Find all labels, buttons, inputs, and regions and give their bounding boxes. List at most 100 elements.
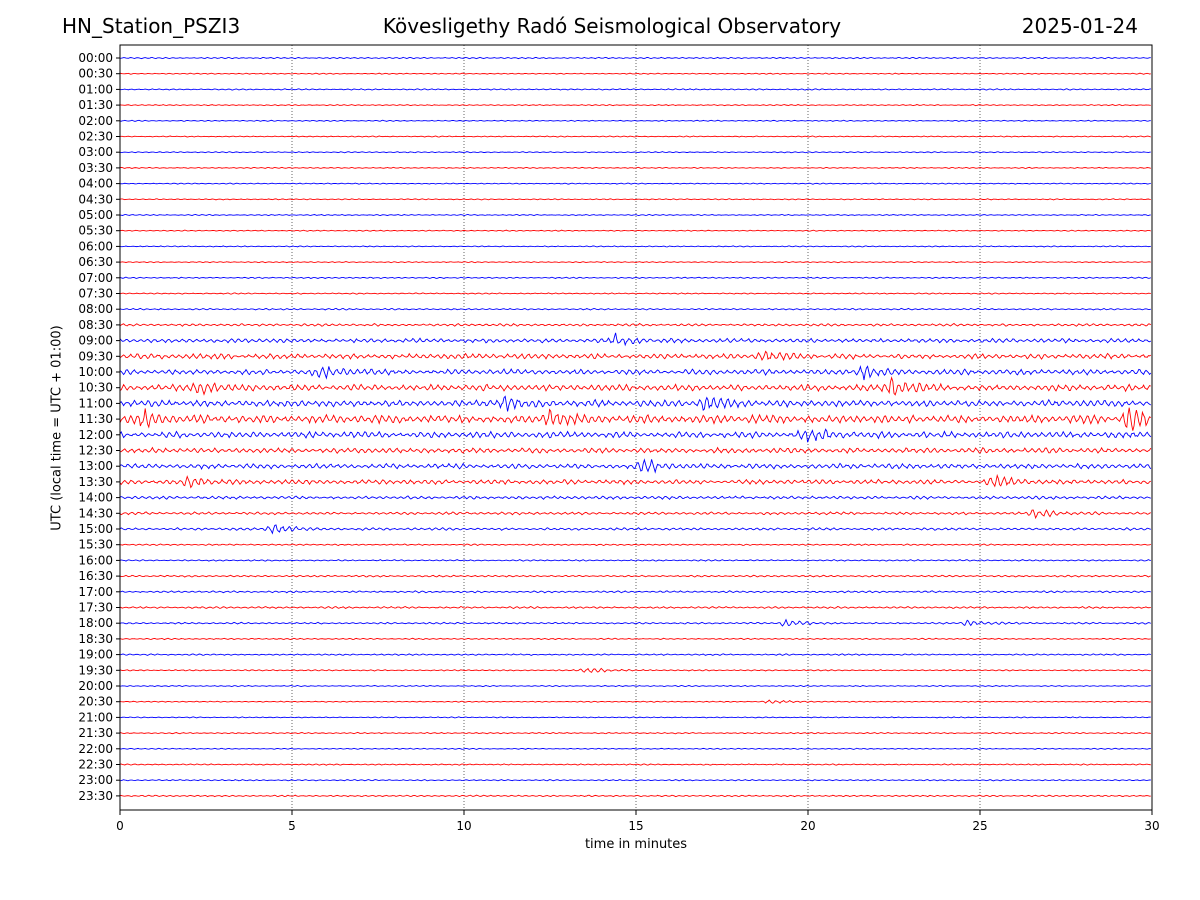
y-tick-label: 05:00 (78, 208, 113, 222)
y-tick-label: 03:30 (78, 161, 113, 175)
y-tick-label: 20:30 (78, 695, 113, 709)
y-tick-label: 06:00 (78, 239, 113, 253)
y-tick-label: 11:00 (78, 396, 113, 410)
y-tick-label: 01:00 (78, 82, 113, 96)
y-tick-label: 19:30 (78, 663, 113, 677)
trace-0100 (119, 88, 1151, 91)
y-tick-label: 15:00 (78, 522, 113, 536)
trace-1300 (119, 458, 1152, 474)
trace-0600 (119, 245, 1151, 248)
x-tick-label: 25 (972, 819, 987, 833)
y-tick-label: 21:00 (78, 710, 113, 724)
y-tick-label: 21:30 (78, 726, 113, 740)
trace-1700 (119, 590, 1151, 594)
y-tick-label: 23:00 (78, 773, 113, 787)
trace-2000 (119, 684, 1151, 688)
y-tick-label: 20:00 (78, 679, 113, 693)
trace-0200 (119, 119, 1151, 122)
trace-1330 (119, 473, 1151, 489)
y-tick-label: 18:30 (78, 632, 113, 646)
trace-1900 (119, 653, 1151, 656)
trace-1630 (119, 574, 1151, 578)
trace-2330 (119, 794, 1151, 798)
y-tick-label: 18:00 (78, 616, 113, 630)
trace-1030 (119, 376, 1151, 396)
y-tick-label: 06:30 (78, 255, 113, 269)
y-tick-label: 04:30 (78, 192, 113, 206)
trace-0900 (119, 332, 1152, 347)
trace-2130 (119, 731, 1151, 735)
trace-1930 (119, 667, 1151, 673)
trace-0700 (119, 276, 1151, 279)
trace-1230 (119, 446, 1152, 455)
y-tick-label: 11:30 (78, 412, 113, 426)
trace-2100 (119, 716, 1151, 719)
y-tick-label: 00:30 (78, 67, 113, 81)
trace-0800 (119, 307, 1151, 311)
trace-1100 (119, 395, 1152, 412)
trace-0230 (119, 135, 1151, 138)
y-tick-label: 09:00 (78, 334, 113, 348)
trace-0130 (119, 104, 1151, 107)
x-tick-label: 10 (456, 819, 471, 833)
y-tick-label: 13:00 (78, 459, 113, 473)
y-tick-label: 17:00 (78, 585, 113, 599)
trace-2030 (119, 699, 1151, 704)
trace-1400 (119, 495, 1151, 500)
trace-1830 (119, 637, 1151, 641)
x-tick-label: 15 (628, 819, 643, 833)
y-tick-label: 07:30 (78, 287, 113, 301)
chart-date: 2025-01-24 (1021, 14, 1138, 38)
trace-0500 (119, 213, 1151, 217)
y-tick-label: 02:00 (78, 114, 113, 128)
trace-2300 (119, 779, 1151, 782)
trace-1000 (119, 364, 1152, 381)
trace-0830 (119, 322, 1152, 327)
observatory-title: Kövesligethy Radó Seismological Observat… (382, 14, 842, 38)
y-tick-label: 00:00 (78, 51, 113, 65)
trace-1430 (119, 509, 1152, 520)
y-tick-label: 01:30 (78, 98, 113, 112)
y-tick-label: 03:00 (78, 145, 113, 159)
y-tick-label: 23:30 (78, 789, 113, 803)
trace-1500 (119, 524, 1151, 535)
trace-0930 (119, 350, 1152, 362)
y-tick-label: 13:30 (78, 475, 113, 489)
trace-0400 (119, 182, 1151, 185)
trace-2200 (119, 747, 1151, 750)
trace-0030 (119, 72, 1151, 75)
trace-0430 (119, 198, 1151, 201)
y-tick-label: 22:30 (78, 758, 113, 772)
y-tick-label: 14:30 (78, 506, 113, 520)
y-tick-label: 14:00 (78, 491, 113, 505)
trace-0730 (119, 292, 1151, 295)
x-axis-label: time in minutes (584, 837, 688, 852)
y-tick-label: 16:30 (78, 569, 113, 583)
trace-1800 (119, 618, 1151, 627)
x-tick-label: 30 (1144, 819, 1159, 833)
trace-1600 (119, 559, 1151, 562)
trace-0630 (119, 261, 1151, 264)
y-tick-label: 12:30 (78, 444, 113, 458)
station-name: HN_Station_PSZI3 (62, 14, 241, 38)
trace-0530 (119, 229, 1151, 232)
y-tick-label: 16:00 (78, 553, 113, 567)
y-tick-label: 10:30 (78, 381, 113, 395)
y-tick-label: 15:30 (78, 538, 113, 552)
y-tick-label: 08:00 (78, 302, 113, 316)
y-tick-label: 02:30 (78, 130, 113, 144)
x-tick-label: 20 (800, 819, 815, 833)
y-axis-label: UTC (local time = UTC + 01:00) (49, 325, 65, 531)
y-tick-label: 09:30 (78, 349, 113, 363)
x-tick-label: 5 (288, 819, 296, 833)
y-tick-label: 10:00 (78, 365, 113, 379)
trace-0000 (119, 56, 1151, 60)
trace-0300 (119, 151, 1151, 154)
trace-2230 (119, 763, 1151, 766)
trace-1200 (119, 428, 1152, 443)
y-tick-label: 12:00 (78, 428, 113, 442)
trace-0330 (119, 166, 1151, 169)
y-tick-label: 22:00 (78, 742, 113, 756)
trace-1130 (119, 407, 1152, 431)
